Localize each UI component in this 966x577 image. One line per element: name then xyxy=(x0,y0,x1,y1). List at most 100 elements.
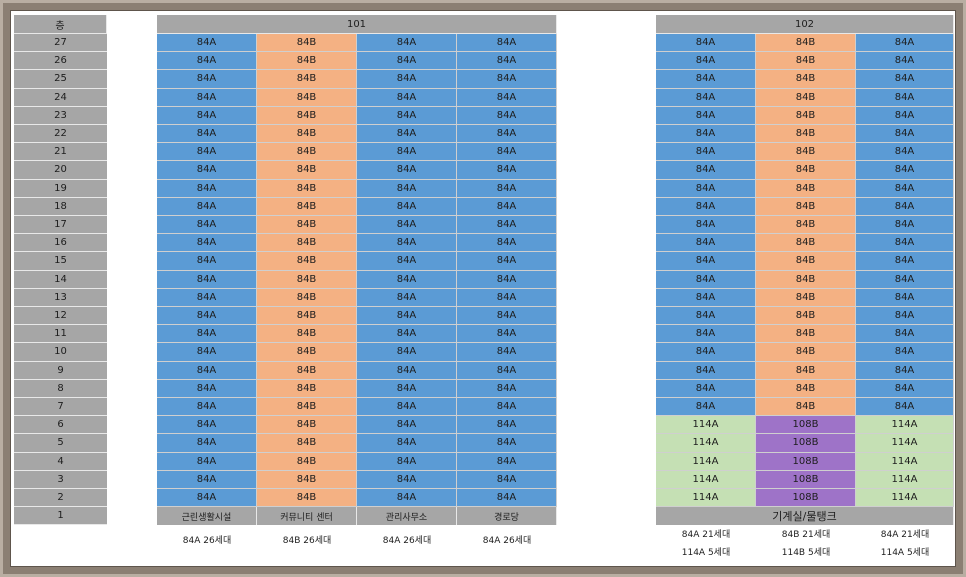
floor-label: 10 xyxy=(14,343,107,362)
unit-cell: 84A xyxy=(357,416,457,435)
floor-label: 13 xyxy=(14,288,107,307)
unit-cell: 84A xyxy=(656,179,756,198)
unit-cell: 84A xyxy=(157,288,257,307)
unit-cell: 84A xyxy=(656,216,756,235)
unit-cell: 84B xyxy=(756,161,856,180)
unit-cell: 84B xyxy=(756,179,856,198)
unit-cell: 84A xyxy=(357,179,457,198)
unit-cell: 84B xyxy=(257,434,357,453)
unit-cell: 84A xyxy=(157,143,257,162)
unit-cell: 114A xyxy=(656,416,756,435)
unit-cell: 84A xyxy=(157,106,257,125)
unit-cell: 84A xyxy=(157,270,257,289)
unit-cell: 84B xyxy=(756,288,856,307)
floor-label: 19 xyxy=(14,179,107,198)
unit-cell: 84A xyxy=(357,161,457,180)
unit-summary: 84B 26세대 xyxy=(282,535,332,546)
unit-cell: 84A xyxy=(157,52,257,71)
unit-cell: 84A xyxy=(856,70,954,89)
unit-cell: 84A xyxy=(856,379,954,398)
unit-cell: 84B xyxy=(257,361,357,380)
floor-label: 20 xyxy=(14,161,107,180)
unit-cell: 108B xyxy=(756,470,856,489)
unit-cell: 84A xyxy=(157,398,257,417)
unit-cell: 114A xyxy=(656,434,756,453)
floor-label: 22 xyxy=(14,125,107,144)
unit-cell: 84A xyxy=(856,361,954,380)
unit-cell: 84A xyxy=(357,125,457,144)
unit-cell: 84B xyxy=(257,161,357,180)
unit-cell: 84A xyxy=(656,343,756,362)
unit-cell: 84A xyxy=(157,452,257,471)
unit-cell: 84A xyxy=(157,216,257,235)
unit-summary: 84B 21세대 xyxy=(781,529,831,540)
floor-label: 25 xyxy=(14,70,107,89)
ground-facility: 기계실/물탱크 xyxy=(656,507,954,526)
unit-cell: 84A xyxy=(656,252,756,271)
unit-cell: 84A xyxy=(457,325,557,344)
ground-facility: 관리사무소 xyxy=(357,507,457,526)
unit-cell: 84A xyxy=(157,489,257,508)
unit-cell: 84A xyxy=(357,70,457,89)
unit-cell: 84B xyxy=(756,88,856,107)
unit-cell: 84B xyxy=(257,70,357,89)
unit-cell: 84A xyxy=(357,288,457,307)
unit-cell: 84A xyxy=(357,197,457,216)
unit-cell: 84A xyxy=(656,88,756,107)
unit-cell: 84B xyxy=(756,343,856,362)
unit-cell: 114A xyxy=(656,489,756,508)
unit-cell: 84A xyxy=(457,234,557,253)
unit-cell: 84A xyxy=(457,161,557,180)
floor-label: 4 xyxy=(14,452,107,471)
unit-cell: 84A xyxy=(856,125,954,144)
unit-cell: 84B xyxy=(257,52,357,71)
unit-cell: 84A xyxy=(157,361,257,380)
unit-cell: 84A xyxy=(157,307,257,326)
floor-header: 층 xyxy=(14,15,107,34)
unit-cell: 84A xyxy=(457,416,557,435)
unit-cell: 84B xyxy=(756,398,856,417)
unit-cell: 84A xyxy=(656,398,756,417)
unit-cell: 84A xyxy=(856,179,954,198)
unit-cell: 84A xyxy=(856,197,954,216)
unit-cell: 84A xyxy=(656,161,756,180)
floor-label: 9 xyxy=(14,361,107,380)
unit-cell: 84A xyxy=(157,325,257,344)
unit-cell: 84A xyxy=(357,379,457,398)
unit-cell: 84B xyxy=(257,325,357,344)
unit-cell: 84B xyxy=(257,106,357,125)
unit-cell: 84A xyxy=(357,88,457,107)
unit-cell: 114A xyxy=(856,470,954,489)
unit-cell: 84B xyxy=(756,216,856,235)
unit-cell: 84B xyxy=(257,270,357,289)
unit-cell: 84B xyxy=(257,379,357,398)
unit-cell: 84B xyxy=(257,234,357,253)
unit-cell: 84B xyxy=(756,70,856,89)
unit-cell: 84B xyxy=(257,197,357,216)
unit-cell: 84B xyxy=(756,379,856,398)
unit-cell: 84B xyxy=(257,288,357,307)
floor-label: 18 xyxy=(14,197,107,216)
unit-cell: 84B xyxy=(257,343,357,362)
unit-summary: 84A 26세대 xyxy=(482,535,532,546)
unit-cell: 84A xyxy=(656,125,756,144)
unit-cell: 84A xyxy=(457,88,557,107)
unit-cell: 114A xyxy=(856,489,954,508)
unit-cell: 108B xyxy=(756,416,856,435)
unit-cell: 114A xyxy=(856,434,954,453)
unit-cell: 84B xyxy=(756,197,856,216)
unit-cell: 84A xyxy=(157,70,257,89)
unit-cell: 84B xyxy=(756,270,856,289)
unit-cell: 84A xyxy=(457,34,557,53)
unit-cell: 84A xyxy=(457,489,557,508)
unit-cell: 84A xyxy=(656,70,756,89)
ground-facility: 근린생활시설 xyxy=(157,507,257,526)
unit-cell: 84A xyxy=(357,398,457,417)
unit-cell: 84A xyxy=(357,343,457,362)
unit-summary: 84A 21세대 xyxy=(681,529,731,540)
unit-cell: 84A xyxy=(457,307,557,326)
floor-label: 7 xyxy=(14,398,107,417)
unit-cell: 84B xyxy=(756,234,856,253)
floor-label: 14 xyxy=(14,270,107,289)
unit-cell: 84A xyxy=(457,252,557,271)
